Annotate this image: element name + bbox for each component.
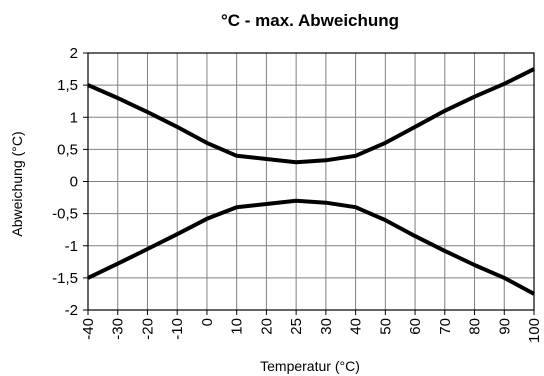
grid <box>87 52 535 311</box>
x-axis-label: Temperatur (°C) <box>260 358 360 374</box>
series-lines <box>87 67 535 296</box>
y-tick-label: 2 <box>70 45 78 62</box>
x-tick-label: 20 <box>258 318 275 335</box>
x-axis-ticks: -40 -30 -20 -10 0 10 20 25 30 40 50 60 70 80 90 100 <box>80 310 543 343</box>
x-tick-label: 80 <box>467 318 484 335</box>
y-tick-label: 0 <box>70 174 78 191</box>
x-tick-label: 60 <box>407 318 424 335</box>
series-line-upper <box>87 67 535 165</box>
y-tick-label: 1 <box>70 109 78 126</box>
x-tick-label: -10 <box>169 318 186 340</box>
x-tick-label: 50 <box>377 318 394 335</box>
x-tick-label: 0 <box>199 318 216 326</box>
x-tick-label: 30 <box>318 318 335 335</box>
y-tick-label: -0,5 <box>52 206 78 223</box>
x-tick-label: -20 <box>139 318 156 340</box>
x-tick-label: 25 <box>288 318 305 335</box>
x-tick-label: 10 <box>229 318 246 335</box>
y-tick-label: -2 <box>65 302 78 319</box>
y-tick-label: 1,5 <box>57 77 78 94</box>
x-tick-label: 100 <box>526 318 543 343</box>
x-tick-label: 70 <box>437 318 454 335</box>
x-tick-label: -30 <box>110 318 127 340</box>
y-tick-label: -1,5 <box>52 270 78 287</box>
chart-title: °C - max. Abweichung <box>221 11 399 30</box>
series-line-lower <box>87 198 535 296</box>
y-tick-label: -1 <box>65 238 78 255</box>
x-tick-label: 40 <box>348 318 365 335</box>
y-axis-ticks: -2 -1,5 -1 -0,5 0 0,5 1 1,5 2 <box>52 45 88 319</box>
y-axis-label: Abweichung (°C) <box>9 131 25 236</box>
y-tick-label: 0,5 <box>57 141 78 158</box>
x-tick-label: 90 <box>496 318 513 335</box>
x-tick-label: -40 <box>80 318 97 340</box>
